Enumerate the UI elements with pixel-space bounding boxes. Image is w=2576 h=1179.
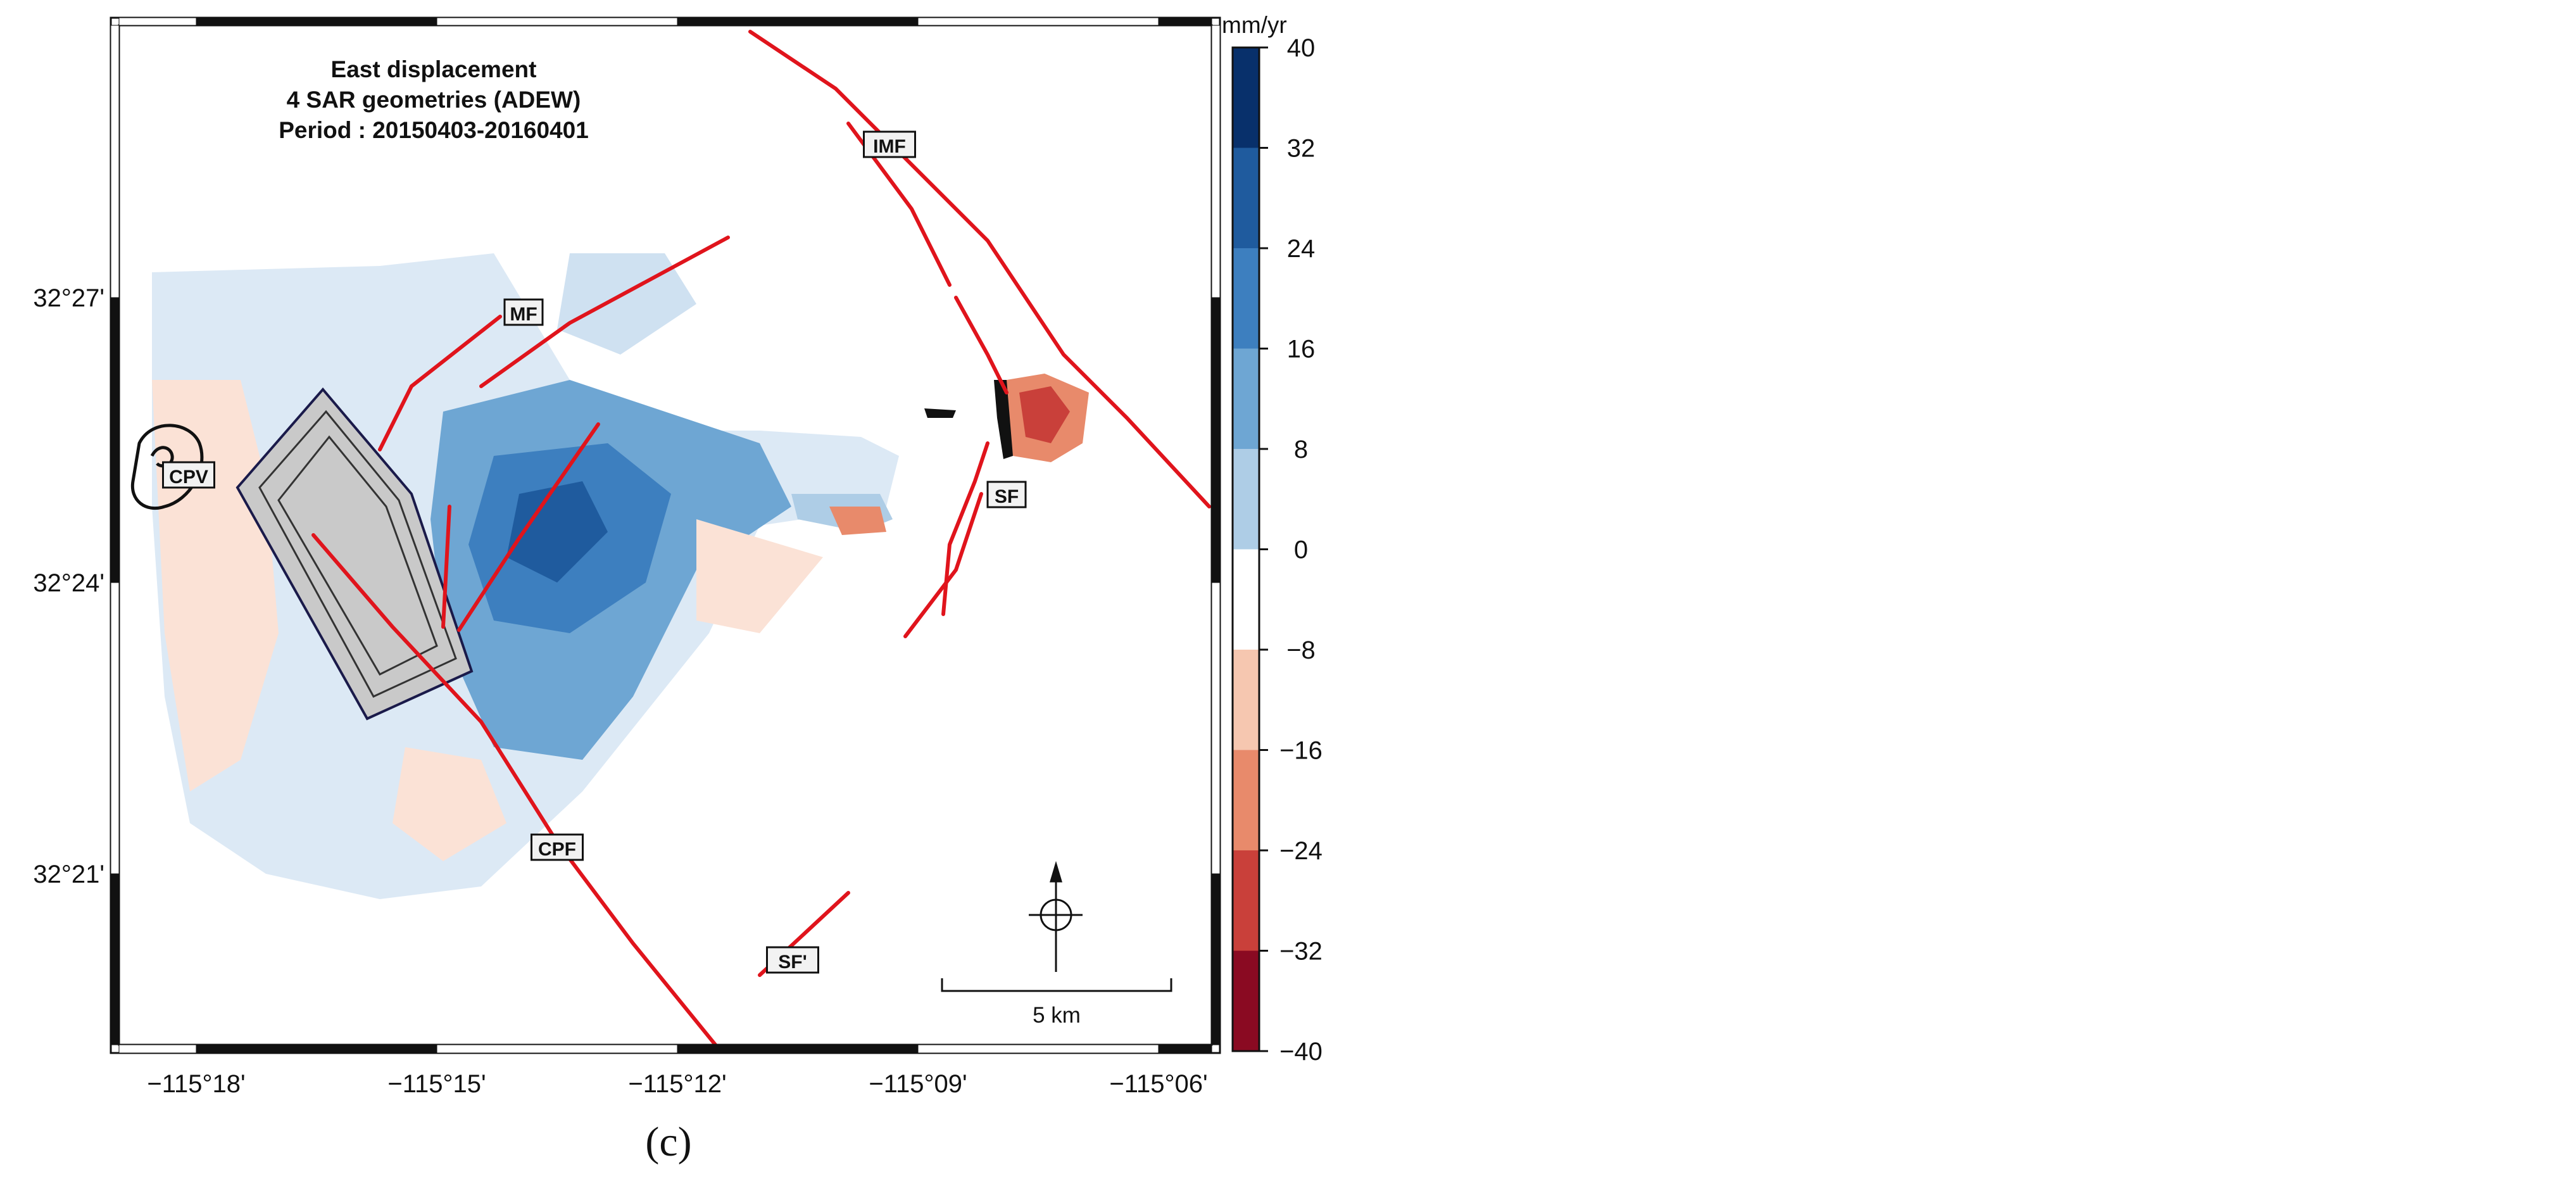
colorbar-band [1233,850,1259,951]
colorbar-band [1233,449,1259,550]
fault-cpf [311,533,717,1047]
colorbar-segments [1233,47,1259,1051]
y-tick-label: 32°24' [33,569,104,597]
fault-mf-west [378,315,502,451]
fault-label: CPV [162,461,215,489]
y-tick-label: 32°21' [33,861,104,888]
x-tick-label: −115°09' [869,1070,967,1098]
fault-label-text: SF [995,486,1019,507]
colorbar-tick-label: −8 [1286,636,1316,664]
fault-labels: IMF MF CPV SF CPF SF' [162,130,1027,974]
colorbar-tick-label: 8 [1294,436,1308,463]
colorbar-tick-label: −32 [1279,938,1323,966]
colorbar-band [1233,348,1259,449]
fault-splay-2 [441,505,451,629]
fault-label-text: CPV [169,467,208,488]
fault-label: SF [986,481,1027,508]
fault-sf-east [903,492,983,638]
colorbar-band [1233,549,1259,650]
colorbar-tick-label: 32 [1287,135,1316,163]
colorbar: mm/yr 40 32 24 16 8 0 −8 −16 −24 −32 −40 [1222,12,1323,1066]
fault-label: MF [503,298,544,326]
scale-bar: 5 km [941,978,1172,1028]
fault-imf [748,30,1211,508]
map-frame [110,16,1221,1054]
scale-bar-label: 5 km [1033,1003,1081,1028]
panel-label: (c) [645,1119,691,1165]
x-tick-label: −115°06' [1109,1070,1207,1098]
fault-splay [457,422,600,632]
x-axis-tick-labels: −115°18' −115°15' −115°12' −115°09' −115°06' [147,1070,1207,1098]
colorbar-tick-label: 16 [1287,336,1316,363]
colorbar-band [1233,950,1259,1051]
power-plant-outline [236,387,474,721]
title-line-2: 4 SAR geometries (ADEW) [287,87,581,113]
colorbar-tick-label: −24 [1279,837,1323,865]
colorbar-tick-label: −16 [1279,737,1323,765]
fault-label: SF' [766,946,819,974]
y-axis-tick-labels: 32°27' 32°24' 32°21' [33,284,104,888]
colorbar-unit: mm/yr [1222,12,1287,38]
colorbar-band [1233,650,1259,750]
title-line-3: Period : 20150403-20160401 [279,117,589,143]
colorbar-band [1233,148,1259,248]
x-tick-label: −115°15' [387,1070,486,1098]
frame-ticks [110,17,1221,1054]
fault-mf [479,236,730,388]
fault-label-text: MF [510,304,537,325]
x-tick-label: −115°18' [147,1070,245,1098]
colorbar-band [1233,248,1259,349]
colorbar-band [1233,47,1259,148]
fault-label-text: IMF [873,136,906,157]
fault-label-text: SF' [778,952,807,973]
title-line-1: East displacement [331,56,537,82]
map-title: East displacement 4 SAR geometries (ADEW… [279,56,589,143]
fault-label: IMF [863,130,916,158]
colorbar-tick-labels: 40 32 24 16 8 0 −8 −16 −24 −32 −40 [1259,34,1323,1066]
y-tick-label: 32°27' [33,284,104,312]
colorbar-tick-label: 40 [1287,34,1316,62]
x-tick-label: −115°12' [628,1070,726,1098]
colorbar-tick-label: 24 [1287,235,1316,263]
fault-label-text: CPF [538,839,576,860]
colorbar-band [1233,750,1259,850]
fault-label: CPF [531,833,584,861]
colorbar-tick-label: −40 [1279,1038,1323,1066]
north-arrow-icon [1029,861,1083,972]
faults [311,30,1211,1047]
colorbar-tick-label: 0 [1294,536,1308,564]
